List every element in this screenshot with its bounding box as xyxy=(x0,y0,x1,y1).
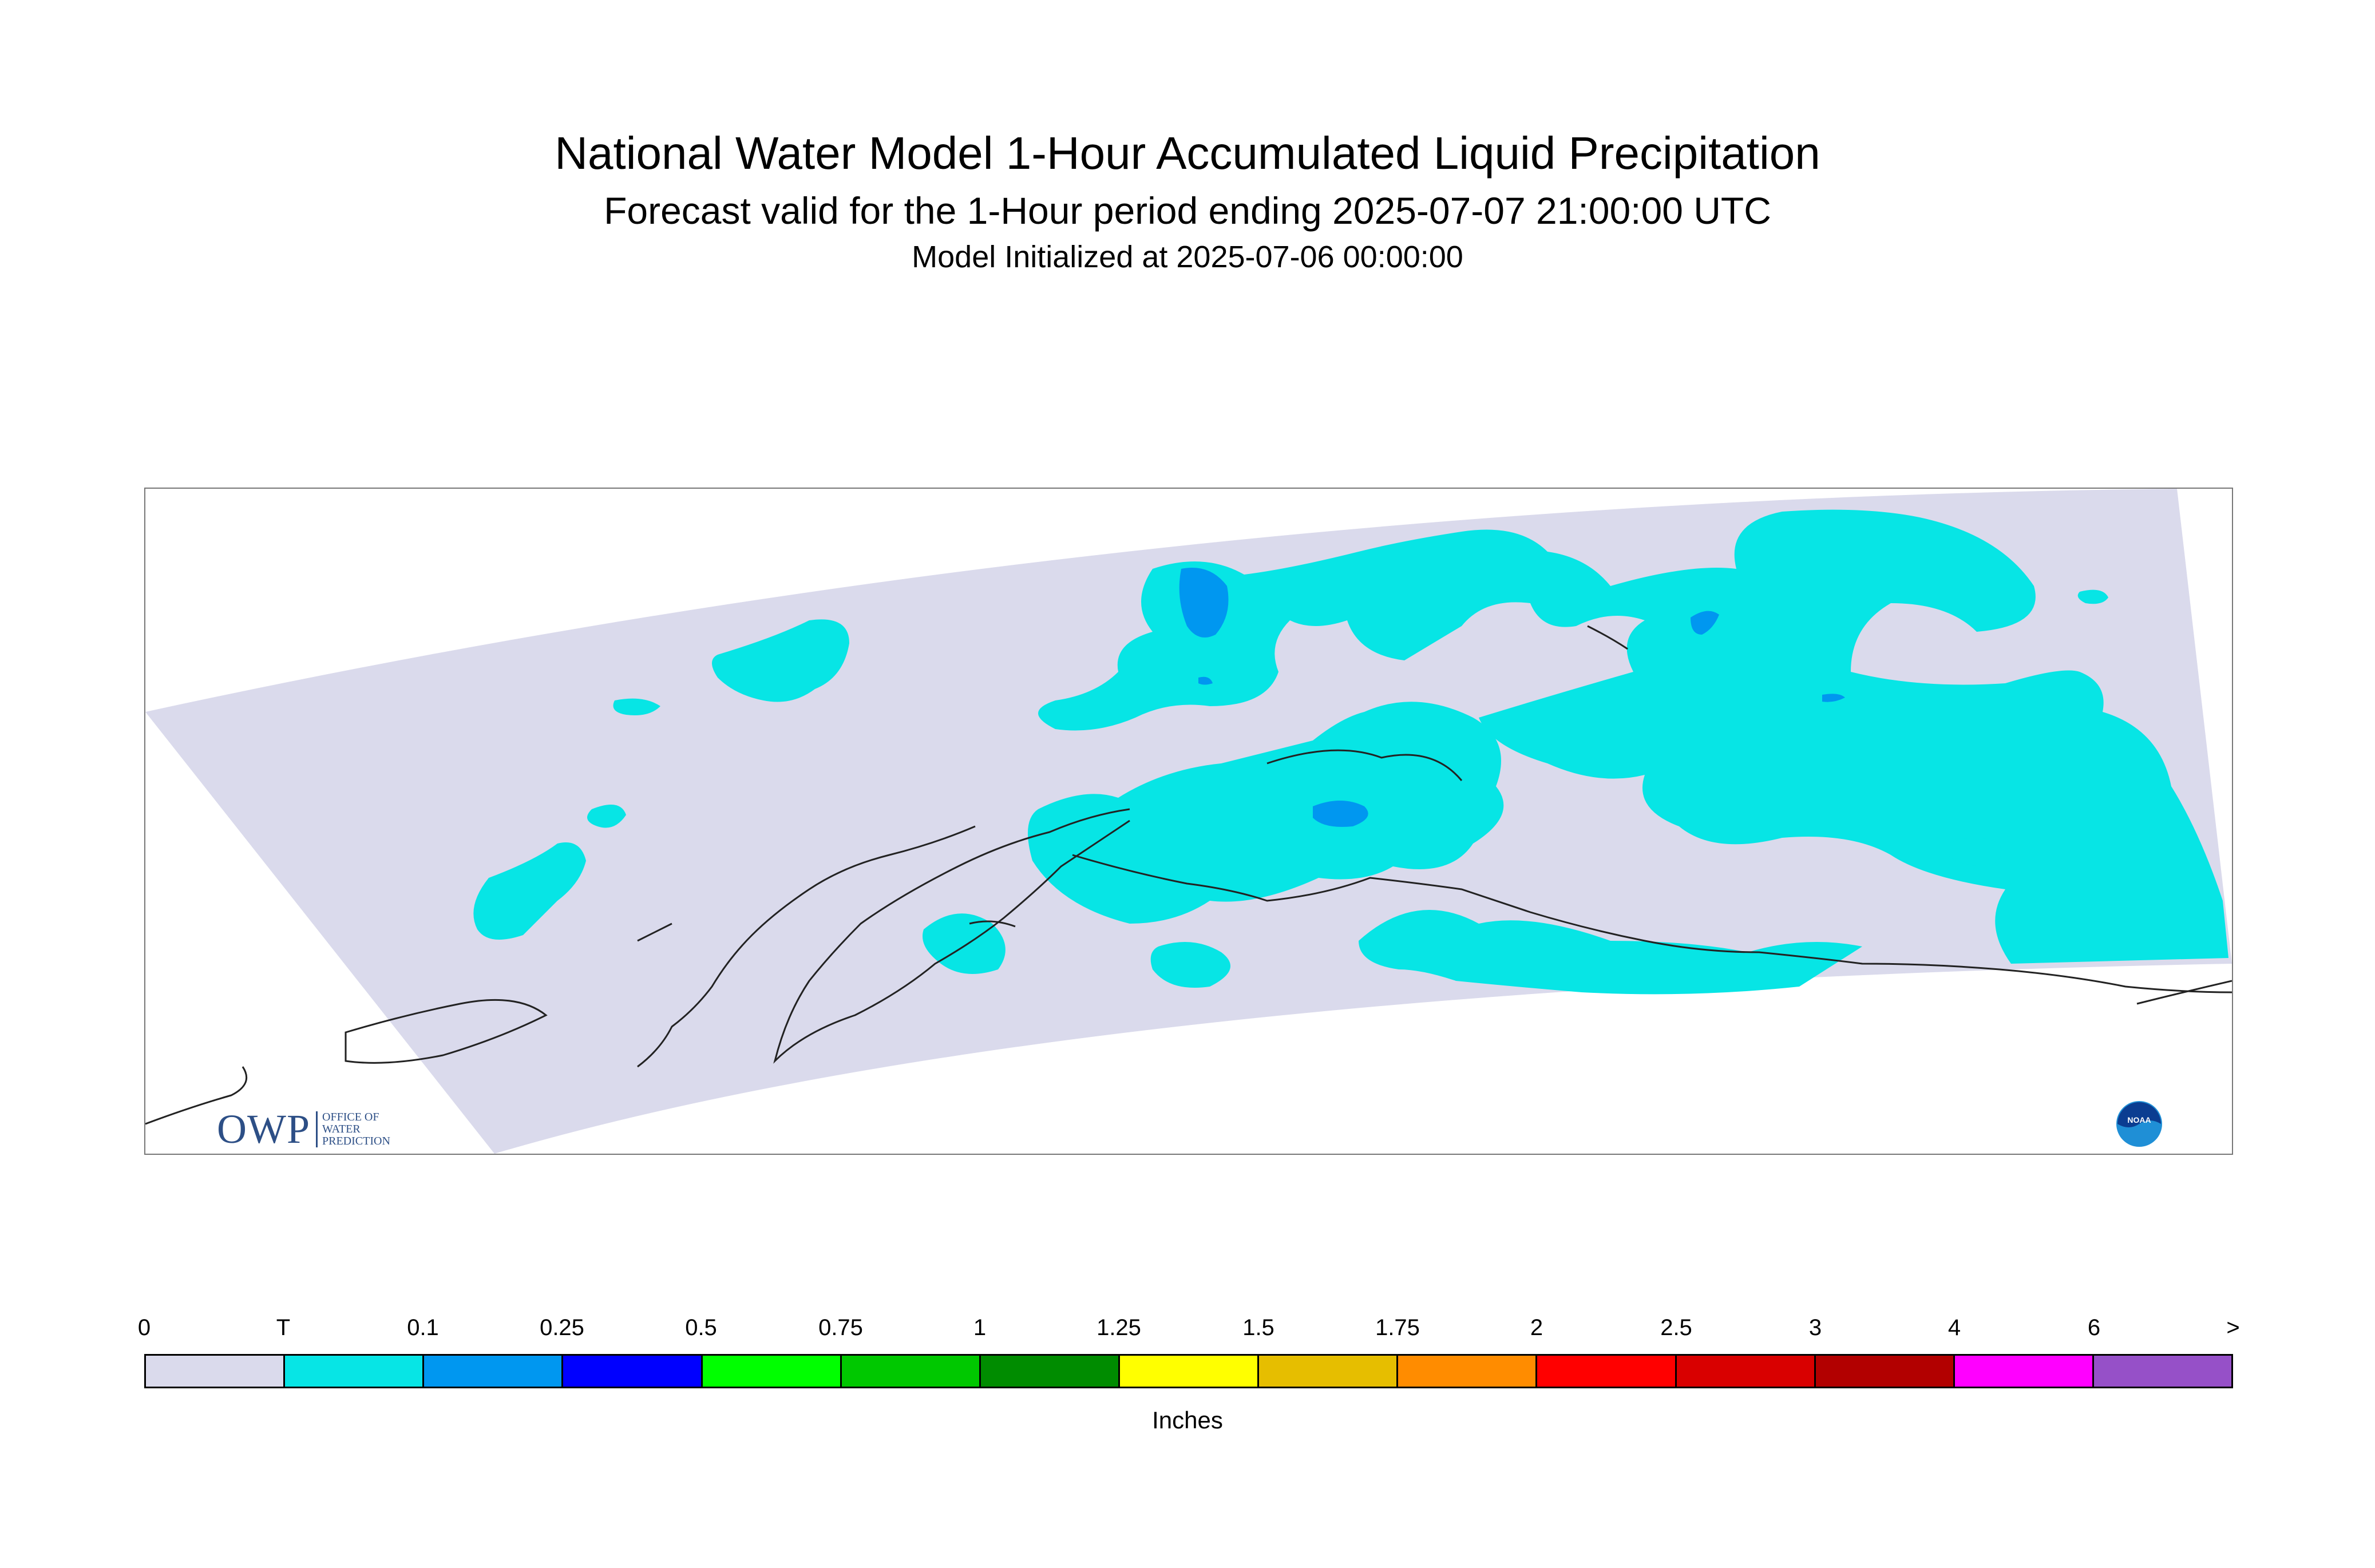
colorbar-label: 1.5 xyxy=(1242,1315,1274,1340)
colorbar-label: 0.5 xyxy=(685,1315,717,1340)
colorbar-label: 0.1 xyxy=(407,1315,439,1340)
noaa-logo: NOAA xyxy=(2116,1101,2162,1147)
colorbar-label: 2 xyxy=(1530,1315,1543,1340)
owp-subtitle: OFFICE OF WATER PREDICTION xyxy=(316,1111,390,1147)
colorbar-label: 0 xyxy=(137,1315,151,1340)
colorbar-label: 0.75 xyxy=(818,1315,863,1340)
colorbar-label: 4 xyxy=(1948,1315,1961,1340)
map-panel: OWP OFFICE OF WATER PREDICTION NOAA xyxy=(144,488,2233,1155)
colorbar-swatch xyxy=(1398,1356,1538,1387)
owp-sub-line-2: WATER xyxy=(322,1123,361,1135)
colorbar-swatch xyxy=(841,1356,981,1387)
owp-sub-line-1: OFFICE OF xyxy=(322,1111,379,1123)
model-init-subtitle: Model Initialized at 2025-07-06 00:00:00 xyxy=(912,240,1463,274)
colorbar-swatch xyxy=(980,1356,1120,1387)
colorbar-swatch xyxy=(1954,1356,2094,1387)
colorbar-label: 1.25 xyxy=(1097,1315,1141,1340)
colorbar-label: 2.5 xyxy=(1660,1315,1692,1340)
colorbar-label: 6 xyxy=(2087,1315,2101,1340)
colorbar-label: T xyxy=(276,1315,291,1340)
trace-precip-areas xyxy=(473,509,2228,995)
colorbar-swatch xyxy=(1119,1356,1260,1387)
colorbar-swatch xyxy=(1259,1356,1399,1387)
colorbar-units: Inches xyxy=(1152,1407,1223,1434)
colorbar-swatch xyxy=(563,1356,703,1387)
colorbar-swatch xyxy=(702,1356,842,1387)
colorbar-swatch xyxy=(146,1356,286,1387)
colorbar-swatch xyxy=(1537,1356,1677,1387)
coastlines xyxy=(145,625,2232,1125)
colorbar-swatch xyxy=(1815,1356,1955,1387)
owp-sub-line-3: PREDICTION xyxy=(322,1135,390,1147)
colorbar-swatch xyxy=(285,1356,425,1387)
owp-logo: OWP OFFICE OF WATER PREDICTION xyxy=(217,1106,390,1153)
map-title: National Water Model 1-Hour Accumulated … xyxy=(555,128,1820,179)
colorbar-label: 3 xyxy=(1808,1315,1822,1340)
colorbar-label: 1 xyxy=(973,1315,987,1340)
colorbar-swatch xyxy=(1676,1356,1816,1387)
noaa-wordmark: NOAA xyxy=(2127,1115,2151,1124)
colorbar-label: 1.75 xyxy=(1375,1315,1420,1340)
colorbar-swatch xyxy=(2093,1356,2232,1387)
colorbar-label: > xyxy=(2226,1315,2240,1340)
colorbar-label: 0.25 xyxy=(540,1315,584,1340)
colorbar xyxy=(144,1354,2233,1388)
light-precip-areas xyxy=(1179,568,1845,827)
precipitation-map xyxy=(145,489,2232,1154)
forecast-period-subtitle: Forecast valid for the 1-Hour period end… xyxy=(604,189,1771,232)
colorbar-swatch xyxy=(424,1356,564,1387)
owp-letters: OWP xyxy=(217,1106,310,1152)
